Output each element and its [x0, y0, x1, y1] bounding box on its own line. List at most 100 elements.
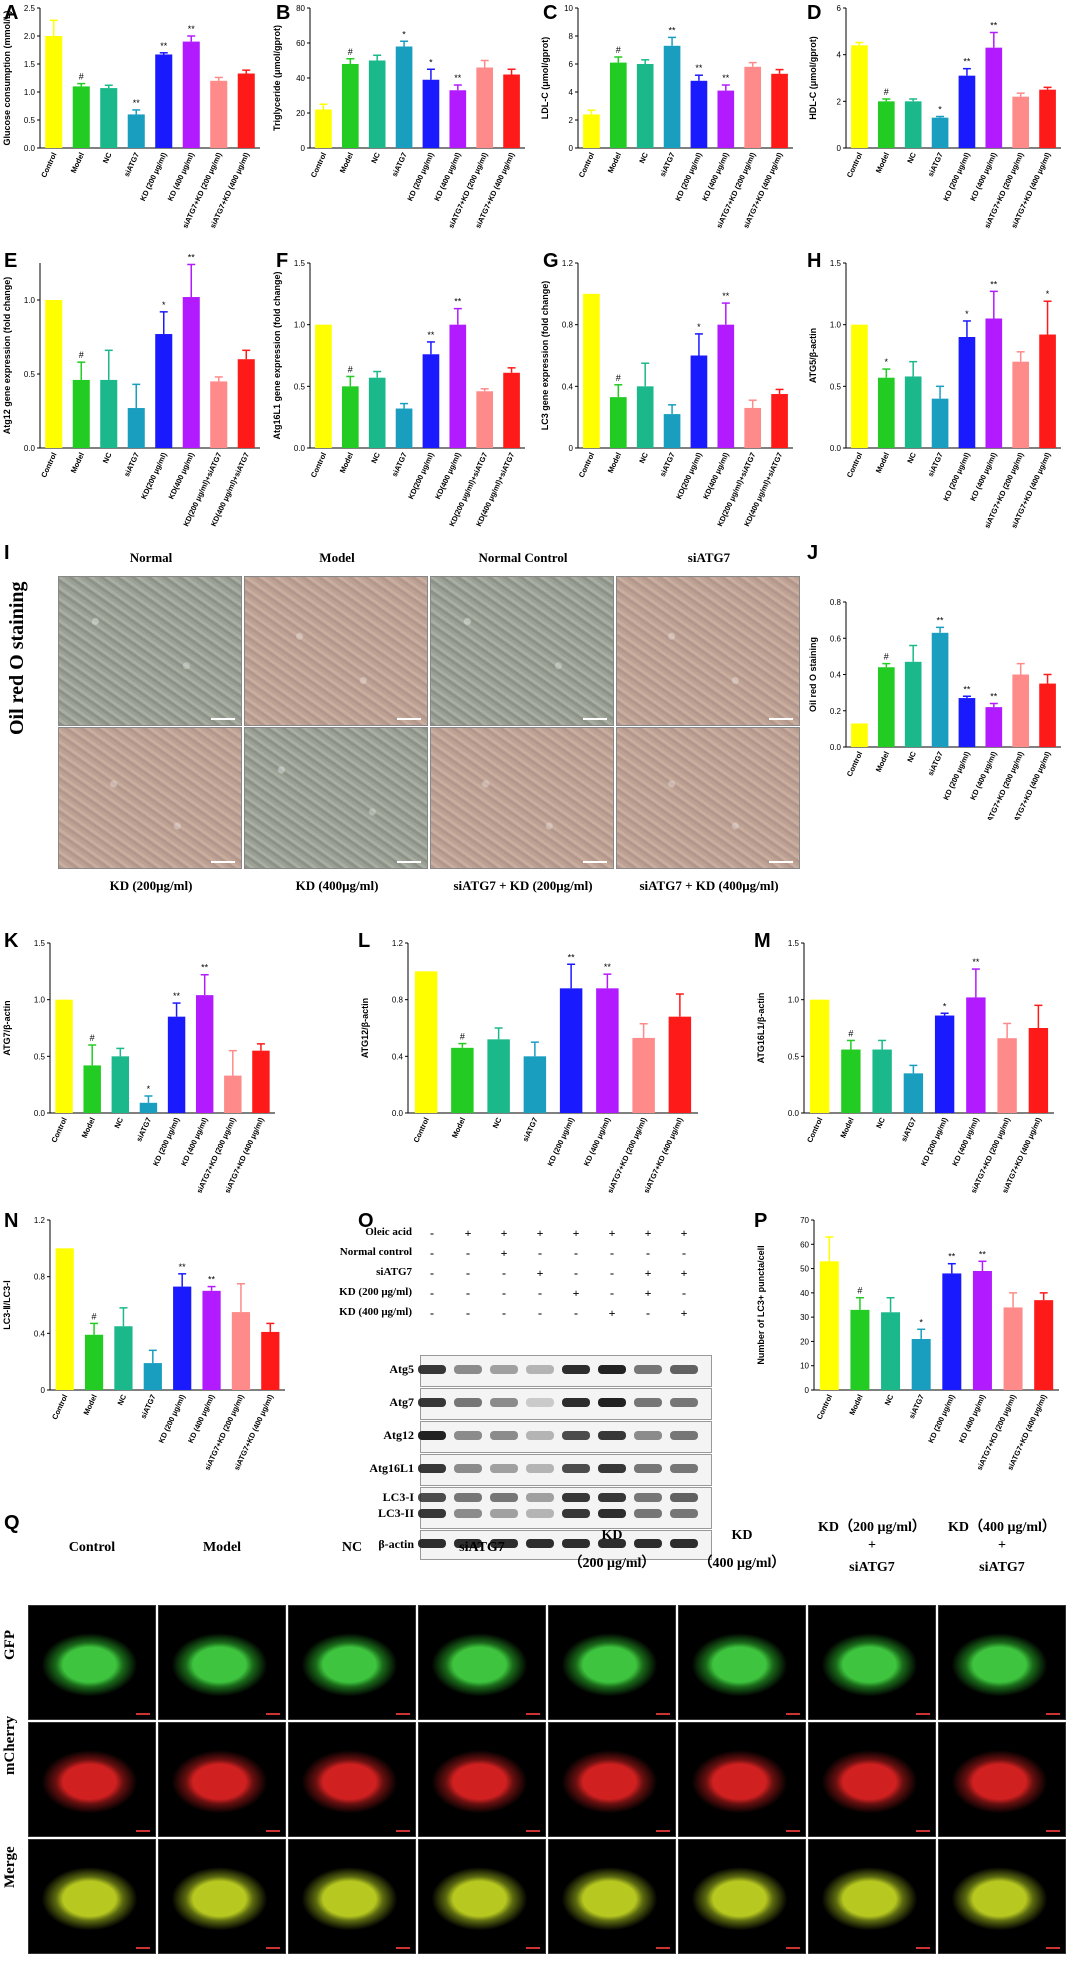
y-tick-label: 0.4 — [830, 671, 842, 680]
chart-lc3-ratio: LC3-Ⅱ/LC3-Ⅰ 0 0.4 0.8 1.2 Control # Model NC siAT… — [2, 1216, 285, 1472]
y-tick-label: 0.0 — [294, 444, 306, 453]
significance-mark: ** — [133, 98, 141, 108]
significance-mark: ** — [188, 24, 196, 34]
y-tick-label: 0.0 — [24, 144, 36, 153]
category-label: Control — [39, 151, 58, 179]
q-fluorescence-image — [548, 1722, 676, 1837]
significance-mark: * — [919, 1317, 923, 1327]
category-label: NC — [874, 1116, 887, 1130]
y-tick-label: 0.8 — [34, 1273, 46, 1282]
panel-label-c: C — [543, 2, 558, 24]
chart-lc3-puncta: Number of LC3+ puncta/cell 0 10 20 30 40 50 60 7… — [756, 1216, 1059, 1472]
bar — [139, 1102, 158, 1113]
bar — [942, 1273, 962, 1390]
oil-bottom-label-1: KD (200μg/ml) — [109, 878, 193, 893]
significance-mark: ** — [990, 692, 998, 702]
category-label: NC — [491, 1116, 504, 1130]
y-axis-label: ATG16L1/β-actin — [756, 993, 766, 1064]
category-label: siATG7 — [139, 1393, 158, 1420]
blot-condition-sign: - — [538, 1286, 542, 1300]
significance-mark: ** — [201, 963, 209, 973]
blot-condition-sign: - — [682, 1246, 686, 1260]
bar — [1012, 674, 1030, 747]
blot-band — [634, 1431, 662, 1440]
bar — [744, 407, 762, 448]
blot-condition-sign: + — [644, 1266, 652, 1280]
category-label: KD(200 μg/ml) — [139, 451, 169, 501]
bar — [997, 1038, 1017, 1113]
panel-label-f: F — [276, 250, 289, 272]
q-fluorescence-image — [418, 1722, 546, 1837]
y-tick-label: 0.0 — [392, 1109, 404, 1118]
blot-band — [562, 1539, 590, 1548]
significance-mark: ** — [188, 252, 196, 262]
y-tick-label: 1.2 — [392, 939, 404, 948]
bar — [958, 337, 976, 448]
y-tick-label: 0.0 — [830, 743, 842, 752]
oil-image-siatg7-kd200 — [430, 727, 614, 869]
q-fluorescence-image — [678, 1839, 806, 1954]
y-tick-label: 8 — [569, 32, 574, 41]
bar — [934, 1015, 955, 1113]
blot-band — [454, 1464, 482, 1473]
blot-condition-sign: - — [574, 1306, 578, 1320]
q-fluorescence-image — [418, 1605, 546, 1720]
q-fluorescence-image — [158, 1839, 286, 1954]
bar — [449, 90, 467, 148]
q-column-header: KD（400 μg/ml） — [948, 1520, 1056, 1535]
y-tick-label: 10 — [800, 1362, 809, 1371]
q-fluorescence-image — [938, 1605, 1066, 1720]
oil-top-label-2: Model — [319, 550, 355, 565]
bar — [341, 386, 359, 448]
blot-condition-sign: + — [536, 1266, 544, 1280]
q-fluorescence-image — [288, 1605, 416, 1720]
blot-condition-sign: - — [430, 1286, 434, 1300]
bar — [173, 1286, 192, 1390]
blot-band — [562, 1431, 590, 1440]
blot-band — [454, 1365, 482, 1374]
y-axis-label: LDL-C (μmol/gprot) — [540, 37, 550, 120]
y-tick-label: 80 — [296, 4, 305, 13]
chart-oil-red-o: Oil red O staining 0.0 0.2 0.4 0.6 0.8 Control… — [808, 598, 1061, 820]
category-label: Model — [606, 451, 623, 474]
y-tick-label: 0.8 — [392, 996, 404, 1005]
panel-label-a: A — [4, 2, 19, 24]
y-tick-label: 0.4 — [34, 1329, 46, 1338]
category-label: Model — [606, 151, 623, 174]
bar — [958, 75, 976, 148]
bar — [127, 408, 145, 448]
bar — [195, 995, 214, 1113]
blot-band — [634, 1398, 662, 1407]
panel-label-h: H — [807, 250, 822, 272]
category-label: NC — [101, 451, 114, 465]
panel-label-b: B — [276, 2, 291, 24]
significance-mark: * — [162, 300, 166, 310]
blot-condition-sign: - — [646, 1246, 650, 1260]
q-fluorescence-image — [938, 1839, 1066, 1954]
category-label: KD (400 μg/ml) — [968, 451, 999, 503]
bar — [985, 47, 1003, 148]
blot-row-actin: β-actin — [378, 1537, 414, 1551]
blot-band — [490, 1509, 518, 1518]
category-label: KD (200 μg/ml) — [405, 151, 436, 203]
category-label: NC — [369, 451, 382, 465]
category-label: Control — [815, 1393, 834, 1421]
bar — [690, 355, 708, 448]
category-label: KD (400 μg/ml) — [186, 1393, 217, 1445]
category-label: KD (400 μg/ml) — [432, 151, 463, 203]
bar — [414, 971, 438, 1113]
category-label: KD (400 μg/ml) — [957, 1393, 988, 1445]
bar — [45, 36, 63, 148]
blot-band — [598, 1509, 626, 1518]
category-label: siATG7 — [134, 1116, 153, 1143]
bar — [559, 988, 583, 1113]
bar — [985, 707, 1003, 747]
category-label: KD (400 μg/ml) — [582, 1116, 613, 1168]
category-label: KD(400 μg/ml) — [433, 451, 463, 501]
y-tick-label: 0.5 — [294, 382, 306, 391]
significance-mark: ** — [160, 41, 168, 51]
significance-mark: ** — [454, 297, 462, 307]
blot-band — [454, 1431, 482, 1440]
blot-band — [598, 1431, 626, 1440]
blot-band — [490, 1398, 518, 1407]
